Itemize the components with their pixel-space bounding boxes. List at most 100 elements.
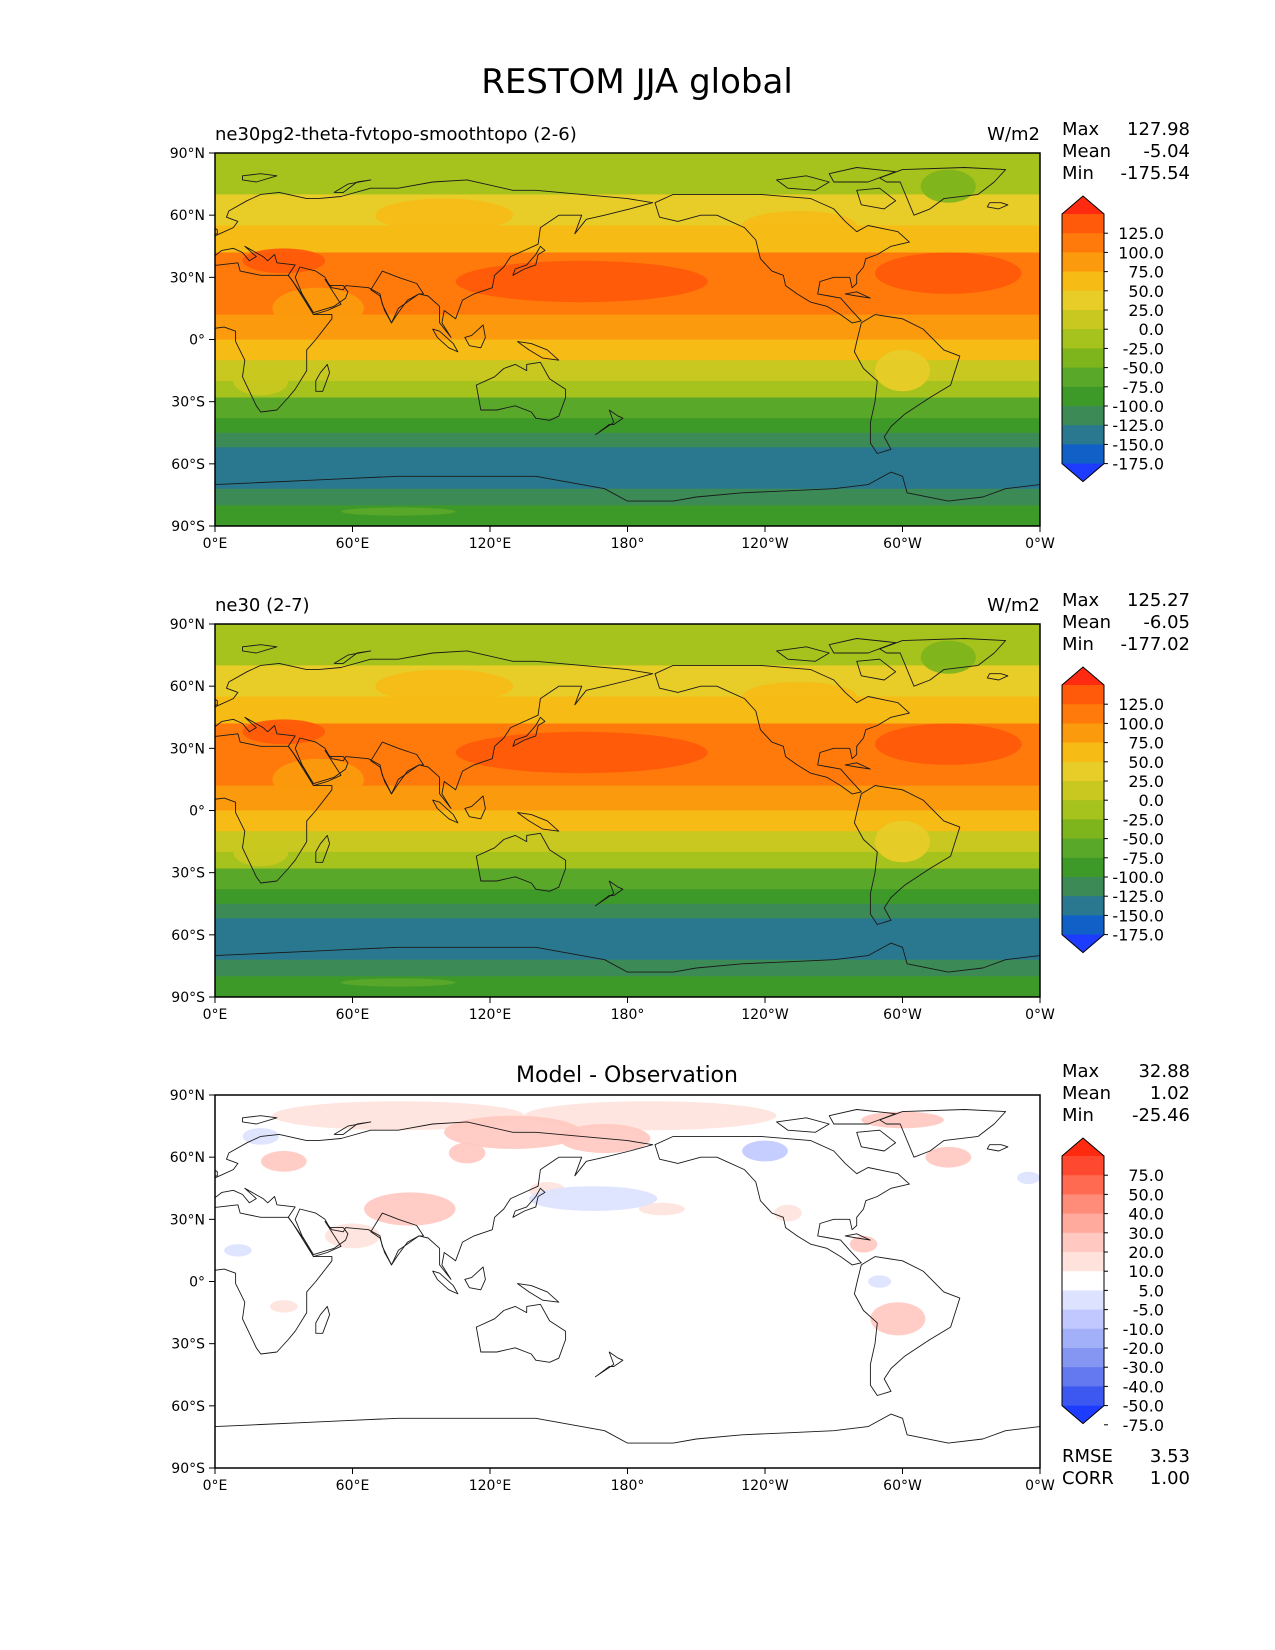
colorbar-extend-max: [1062, 196, 1104, 214]
lon-tick-label: 0°W: [1025, 1478, 1055, 1494]
coastline-africa: [215, 1204, 333, 1355]
field-anomaly: [233, 366, 289, 396]
figure-title: RESTOM JJA global: [481, 62, 793, 102]
colorbar-label: 40.0: [1128, 1205, 1164, 1224]
lat-tick-label: 30°S: [171, 395, 205, 411]
coastline-borneo: [464, 1266, 486, 1291]
colorbar-extend-min: [1062, 934, 1104, 953]
colorbar-label: 75.0: [1128, 734, 1164, 753]
diff-patch: [774, 1204, 802, 1222]
lat-tick-label: 30°N: [170, 1212, 205, 1228]
lat-tick-label: 90°N: [170, 146, 205, 162]
stat-value: -177.02: [1121, 634, 1190, 655]
lat-tick-label: 0°: [189, 333, 205, 349]
coastline-australia: [475, 1303, 567, 1363]
map-field: [215, 153, 1040, 526]
field-anomaly: [375, 198, 513, 232]
colorbar-segment: [1062, 1328, 1104, 1349]
lon-axis: 0°E 60°E 120°E 180° 120°W 60°W 0°W: [203, 526, 1055, 552]
stat-value: 32.88: [1138, 1061, 1190, 1082]
colorbar-segment: [1062, 271, 1104, 292]
coastline-europe: [215, 1121, 654, 1280]
diff-patch: [868, 1275, 892, 1288]
lat-tick-label: 0°: [189, 804, 205, 820]
field-band: [215, 624, 1040, 666]
stat-value: -175.54: [1121, 163, 1190, 184]
diff-patch: [742, 1140, 788, 1162]
coastline-baffin: [856, 1129, 897, 1152]
colorbar-segment: [1062, 1194, 1104, 1215]
coastline-nz: [594, 880, 624, 907]
field-anomaly: [455, 731, 708, 774]
diff-patch: [270, 1300, 298, 1313]
coastline-nz: [594, 409, 624, 436]
lon-tick-label: 0°W: [1025, 536, 1055, 552]
coastlines: [215, 638, 1040, 997]
diff-patch: [861, 1111, 944, 1129]
colorbar-segment: [1062, 310, 1104, 330]
lon-tick-label: 180°: [611, 1478, 645, 1494]
colorbar-segment: [1062, 781, 1104, 801]
colorbar-segment: [1062, 444, 1104, 465]
lat-tick-label: 60°S: [171, 928, 205, 944]
lat-tick-label: 60°S: [171, 1399, 205, 1415]
coastline-ellesmere: [828, 638, 897, 654]
lat-tick-label: 0°: [189, 1275, 205, 1291]
colorbar-segment: [1062, 1386, 1104, 1407]
stat-value: -25.46: [1132, 1105, 1190, 1126]
panel-model-left-title: ne30pg2-theta-fvtopo-smoothtopo (2-6): [215, 124, 577, 145]
field-band: [215, 418, 1040, 434]
stat-label: RMSE: [1062, 1446, 1113, 1467]
coastline-madagascar: [315, 363, 331, 392]
colorbar-segment: [1062, 1213, 1104, 1234]
stat-label: Min: [1062, 1105, 1094, 1126]
colorbar-label: 100.0: [1118, 243, 1164, 262]
coastline-s_america: [853, 1256, 961, 1396]
lon-tick-label: 0°E: [203, 1478, 228, 1494]
colorbar: 125.0100.075.050.025.00.0-25.0-50.0-75.0…: [1061, 195, 1164, 483]
colorbar-segment: [1062, 800, 1104, 820]
colorbar-segment: [1062, 1348, 1104, 1368]
field-anomaly: [341, 978, 456, 987]
panel-model: ne30pg2-theta-fvtopo-smoothtopo (2-6) W/…: [170, 119, 1190, 552]
colorbar-label: 25.0: [1128, 772, 1164, 791]
coastline-newguinea: [517, 341, 560, 361]
coastline-europe: [215, 179, 654, 338]
colorbar-segment: [1062, 1367, 1104, 1387]
stat-value: 1.02: [1150, 1083, 1190, 1104]
lat-axis: 90°N 60°N 30°N 0° 30°S 60°S 90°S: [170, 146, 215, 535]
coastline-ellesmere: [828, 1109, 897, 1125]
coastline-svalbard: [242, 644, 278, 654]
colorbar-label: 50.0: [1128, 282, 1164, 301]
lat-tick-label: 90°N: [170, 1088, 205, 1104]
lat-tick-label: 90°S: [171, 990, 205, 1006]
colorbar-label: -75.0: [1123, 378, 1164, 397]
colorbar-label: 5.0: [1139, 1281, 1164, 1300]
colorbar-extend-min: [1062, 463, 1104, 482]
colorbar-label: 0.0: [1139, 320, 1164, 339]
coastline-japan: [512, 1187, 546, 1218]
colorbar-label: 10.0: [1128, 1262, 1164, 1281]
colorbar-label: -50.0: [1123, 359, 1164, 378]
lat-tick-label: 90°S: [171, 519, 205, 535]
field-anomaly: [875, 349, 930, 392]
coastline-uk: [215, 1169, 218, 1177]
lat-tick-label: 90°S: [171, 1461, 205, 1477]
field-band: [215, 225, 1040, 253]
field-band: [215, 380, 1040, 399]
coastline-newguinea: [517, 812, 560, 832]
colorbar-label: -125.0: [1112, 887, 1164, 906]
lon-tick-label: 0°E: [203, 536, 228, 552]
diff-patch: [639, 1202, 685, 1216]
colorbar-label: -25.0: [1123, 339, 1164, 358]
diff-patch: [925, 1146, 972, 1168]
stat-value: -6.05: [1143, 612, 1190, 633]
colorbar-label: -75.0: [1123, 849, 1164, 868]
lon-axis: 0°E 60°E 120°E 180° 120°W 60°W 0°W: [203, 997, 1055, 1023]
field-anomaly: [242, 719, 326, 745]
diff-patch: [224, 1244, 252, 1257]
stat-value: 125.27: [1127, 590, 1190, 611]
colorbar-extend-min: [1062, 1405, 1104, 1424]
diff-patch: [448, 1142, 486, 1164]
colorbar-label: 20.0: [1128, 1243, 1164, 1262]
